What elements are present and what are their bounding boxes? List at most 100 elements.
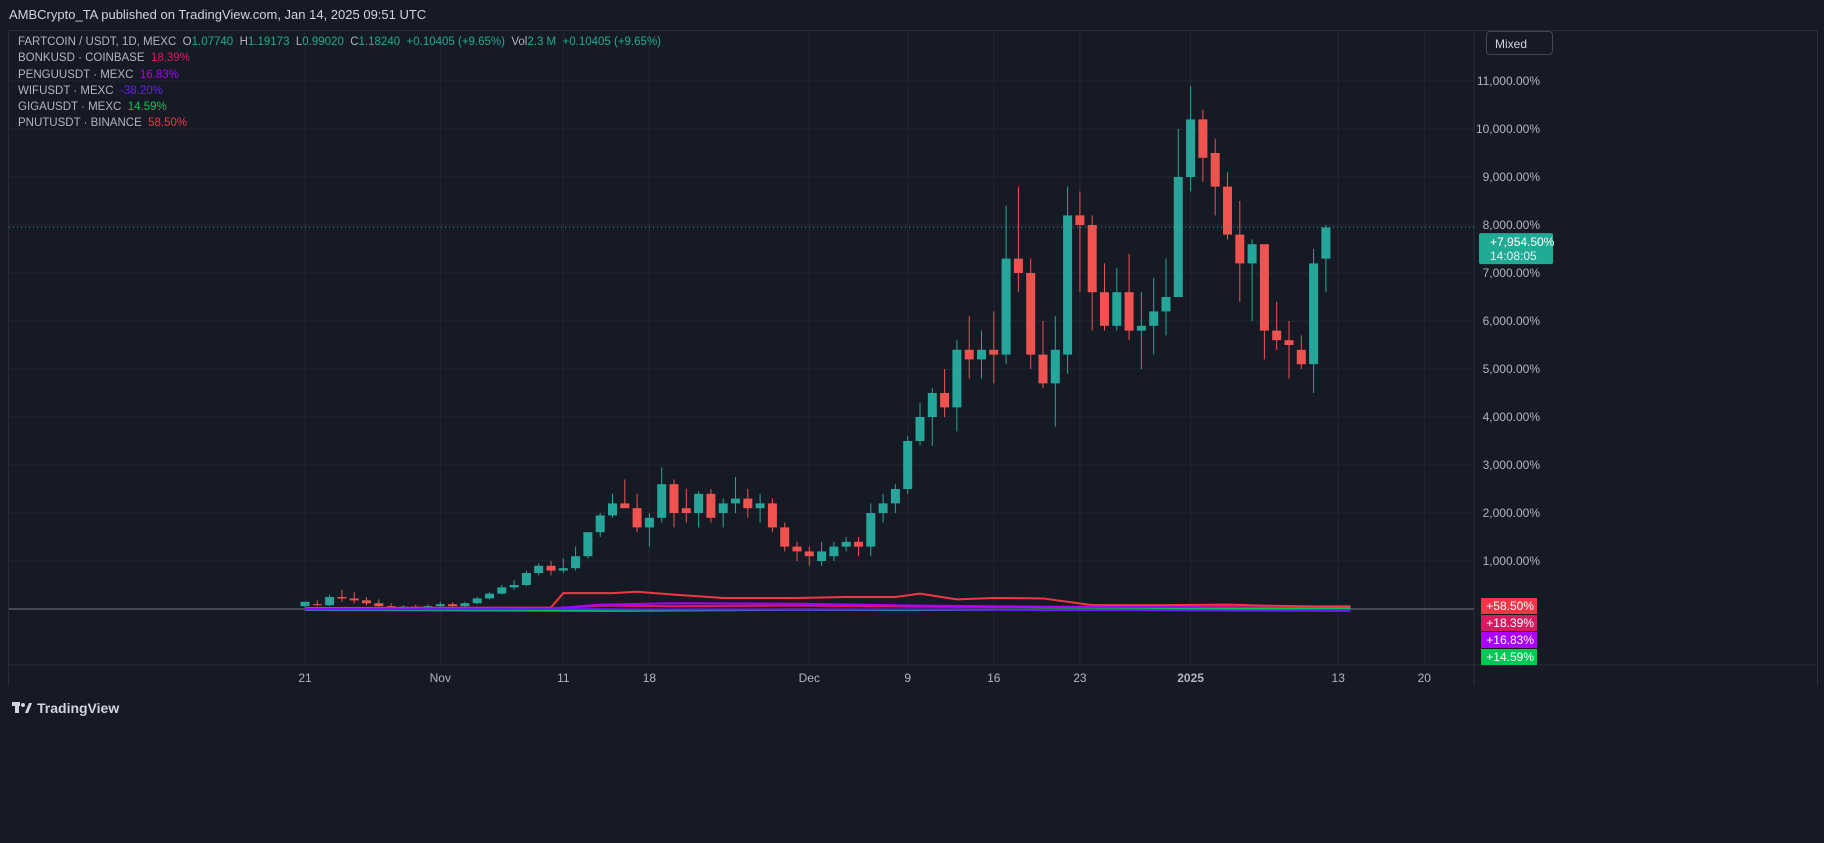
candle — [1247, 239, 1257, 321]
candle-body — [964, 349, 974, 360]
candle — [472, 597, 482, 605]
candle-body — [829, 546, 839, 557]
series-badge-text: +18.39% — [1486, 616, 1534, 630]
candle — [694, 491, 704, 528]
candle — [1173, 129, 1183, 297]
close-label: C — [350, 36, 359, 48]
candle — [1210, 138, 1220, 216]
candle-body — [583, 532, 593, 557]
candle-body — [558, 568, 568, 571]
candle-body — [1112, 292, 1122, 326]
series-line-penguusdt — [304, 602, 1351, 610]
candle-body — [1124, 292, 1134, 331]
candle-body — [546, 565, 556, 571]
series-badge — [1481, 615, 1537, 631]
candle-body — [657, 484, 667, 518]
candle-body — [632, 508, 642, 528]
candle-body — [595, 515, 605, 533]
x-tick-label: 20 — [1418, 671, 1432, 685]
candle-body — [423, 606, 433, 608]
candle — [841, 537, 851, 552]
legend-compare-1[interactable]: PENGUUSDT · MEXC 16.83% — [18, 67, 661, 83]
last-price-badge — [1479, 233, 1553, 265]
candle-body — [1296, 349, 1306, 365]
candle-body — [312, 604, 322, 606]
y-tick-label: 8,000.00% — [1483, 218, 1541, 232]
candle-body — [386, 606, 396, 608]
candle-body — [915, 417, 925, 441]
candle — [325, 594, 335, 607]
candle — [337, 589, 347, 602]
candle-body — [472, 598, 482, 604]
candle-body — [681, 508, 691, 513]
y-tick-label: 10,000.00% — [1476, 122, 1540, 136]
high-label: H — [239, 36, 248, 48]
x-tick-label: 13 — [1332, 671, 1346, 685]
candle — [755, 493, 765, 523]
candle — [1038, 321, 1048, 389]
candle — [1100, 263, 1109, 331]
candle — [435, 601, 445, 608]
candle-body — [509, 585, 519, 588]
legend-main[interactable]: FARTCOIN / USDT, 1D, MEXC O1.07740 H1.19… — [18, 34, 661, 50]
candle — [546, 561, 556, 576]
candle — [731, 477, 740, 513]
main-symbol: FARTCOIN / USDT, 1D, MEXC — [18, 36, 177, 48]
candle-body — [1247, 244, 1257, 264]
candle — [804, 546, 814, 566]
candle — [571, 546, 581, 571]
tradingview-logo: TradingView — [12, 700, 119, 716]
candle — [890, 484, 900, 513]
compare-symbol: PNUTUSDT · BINANCE — [18, 117, 142, 130]
scale-mode-button[interactable]: Mixed — [1486, 31, 1553, 55]
x-tick-label: Dec — [799, 671, 820, 685]
candle — [300, 601, 310, 608]
y-tick-label: 9,000.00% — [1483, 170, 1541, 184]
candle — [927, 388, 937, 446]
chart-legend: FARTCOIN / USDT, 1D, MEXC O1.07740 H1.19… — [18, 34, 661, 132]
legend-compare-2[interactable]: WIFUSDT · MEXC -38.20% — [18, 83, 661, 99]
candle — [657, 467, 667, 523]
candle-body — [927, 393, 937, 417]
candle — [829, 541, 839, 561]
legend-compare-3[interactable]: GIGAUSDT · MEXC 14.59% — [18, 99, 661, 115]
candle-body — [571, 556, 581, 569]
low-value: 0.99020 — [302, 36, 344, 48]
candle — [1259, 244, 1269, 360]
candle — [1112, 268, 1122, 331]
candle — [595, 513, 605, 537]
candle — [1186, 85, 1196, 192]
last-price-value: +7,954.50% — [1490, 235, 1555, 249]
candle-body — [1038, 354, 1048, 384]
compare-symbol: GIGAUSDT · MEXC — [18, 101, 122, 114]
open-label: O — [182, 36, 192, 48]
x-tick-label: 11 — [557, 671, 570, 685]
candle — [521, 570, 531, 586]
y-tick-label: 4,000.00% — [1483, 410, 1541, 424]
candle-body — [1026, 273, 1036, 355]
legend-compare-4[interactable]: PNUTUSDT · BINANCE 58.50% — [18, 115, 661, 131]
y-tick-label: 3,000.00% — [1483, 458, 1541, 472]
candle-body — [890, 489, 900, 504]
candle — [1284, 321, 1294, 379]
candle — [1050, 316, 1060, 427]
candle — [1149, 277, 1159, 355]
candle — [1075, 191, 1085, 293]
compare-value: 18.39% — [150, 52, 190, 65]
x-tick-label: 21 — [298, 671, 312, 685]
candle-body — [1321, 227, 1331, 259]
candle-body — [989, 349, 999, 355]
candle-body — [952, 349, 962, 408]
candle — [1026, 258, 1036, 369]
high-value: 1.19173 — [247, 36, 290, 48]
candle — [878, 493, 888, 523]
candle-body — [1210, 153, 1220, 187]
low-label: L — [295, 36, 303, 48]
legend-compare-0[interactable]: BONKUSD · COINBASE 18.39% — [18, 50, 661, 66]
candle-body — [374, 603, 384, 607]
candle — [497, 585, 507, 595]
candle — [1161, 258, 1171, 336]
candle-body — [940, 393, 950, 408]
candle — [583, 532, 593, 559]
